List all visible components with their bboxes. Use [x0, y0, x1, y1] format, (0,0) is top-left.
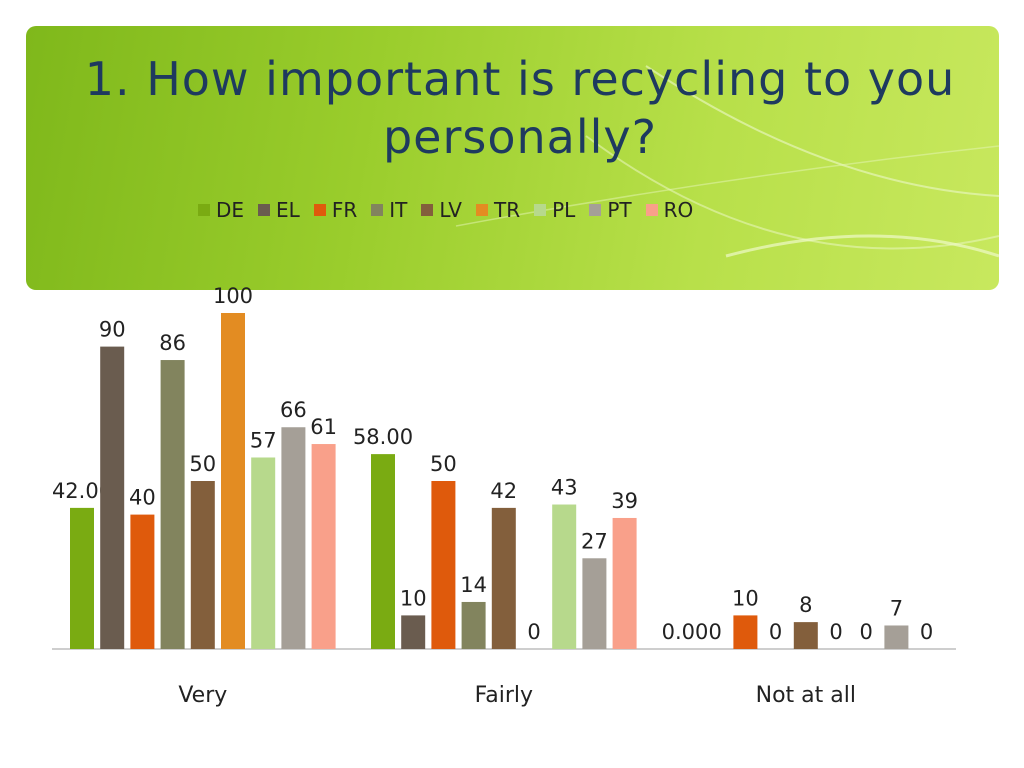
- data-label: 57: [250, 428, 277, 452]
- legend-swatch: [476, 204, 488, 216]
- data-label: 66: [280, 398, 307, 422]
- legend-label: FR: [331, 198, 358, 222]
- data-label: 0: [920, 620, 933, 644]
- data-label: 43: [551, 476, 578, 500]
- legend-swatch: [589, 204, 602, 216]
- bar-el-fairly: [401, 615, 426, 649]
- legend-item-tr: TR: [476, 198, 520, 222]
- legend-label: LV: [439, 198, 462, 222]
- legend-item-ro: RO: [645, 198, 694, 222]
- bar-pt-very: [281, 427, 306, 649]
- data-label: 50: [189, 452, 216, 476]
- bar-tr-very: [221, 313, 245, 649]
- bar-pt-not-at-all: [884, 625, 909, 649]
- slide-title: 1. How important is recycling to you per…: [84, 52, 956, 164]
- data-label: 8: [799, 593, 812, 617]
- data-label: 0: [527, 620, 540, 644]
- data-label: 50: [430, 452, 457, 476]
- bar-el-very: [100, 346, 125, 649]
- category-label: Not at all: [756, 683, 856, 708]
- bar-pt-fairly: [582, 558, 607, 649]
- bar-lv-not-at-all: [793, 622, 818, 649]
- bar-ro-very: [311, 444, 336, 649]
- bar-fr-not-at-all: [733, 615, 758, 649]
- title-banner: [26, 26, 999, 290]
- data-label: 39: [611, 489, 638, 513]
- legend-label: PT: [607, 198, 632, 222]
- legend-swatch: [313, 204, 326, 216]
- bar-pl-very: [251, 457, 276, 649]
- legend-swatch: [198, 204, 210, 216]
- bar-fr-very: [130, 514, 155, 649]
- legend-item-de: DE: [198, 198, 244, 222]
- chart-legend: DE EL FR IT LV TR PL PT RO: [198, 197, 707, 223]
- legend-label: TR: [494, 198, 521, 222]
- data-label: 7: [890, 596, 903, 620]
- legend-label: IT: [389, 198, 408, 222]
- data-label: 42: [490, 479, 517, 503]
- legend-swatch: [258, 204, 271, 216]
- data-label: 14: [460, 573, 487, 597]
- bar-de-very: [70, 507, 94, 649]
- data-label: 58.00: [353, 425, 413, 449]
- legend-item-fr: FR: [313, 198, 358, 222]
- data-label: 0: [769, 620, 782, 644]
- legend-label: DE: [216, 198, 245, 222]
- legend-swatch: [421, 204, 434, 216]
- data-label: 0: [860, 620, 873, 644]
- data-label: 0: [709, 620, 722, 644]
- data-label: 0.00: [662, 620, 709, 644]
- category-label: Very: [178, 683, 227, 708]
- legend-item-el: EL: [258, 198, 300, 222]
- data-label: 40: [129, 486, 156, 510]
- data-label: 61: [310, 415, 337, 439]
- bar-lv-fairly: [491, 507, 516, 649]
- legend-swatch: [645, 204, 658, 216]
- legend-swatch: [534, 204, 547, 216]
- legend-label: EL: [276, 198, 300, 222]
- data-label: 86: [159, 331, 186, 355]
- legend-swatch: [371, 204, 384, 216]
- bar-it-fairly: [461, 601, 486, 649]
- category-label: Fairly: [475, 683, 533, 708]
- bar-it-very: [160, 360, 185, 649]
- bar-lv-very: [190, 481, 215, 649]
- bar-de-fairly: [371, 454, 395, 649]
- data-label: 27: [581, 529, 608, 553]
- bar-fr-fairly: [431, 481, 456, 649]
- data-label: 90: [99, 318, 126, 342]
- legend-label: PL: [552, 198, 576, 222]
- legend-item-lv: LV: [421, 198, 462, 222]
- legend-label: RO: [663, 198, 694, 222]
- banner-swirl-decoration: [455, 65, 999, 258]
- data-label: 100: [213, 284, 253, 308]
- legend-item-it: IT: [371, 198, 407, 222]
- legend-item-pl: PL: [534, 198, 575, 222]
- bar-pl-fairly: [552, 504, 577, 649]
- data-label: 10: [732, 586, 759, 610]
- bar-ro-fairly: [612, 517, 637, 649]
- legend-item-pt: PT: [589, 198, 632, 222]
- data-label: 10: [400, 586, 427, 610]
- data-label: 0: [829, 620, 842, 644]
